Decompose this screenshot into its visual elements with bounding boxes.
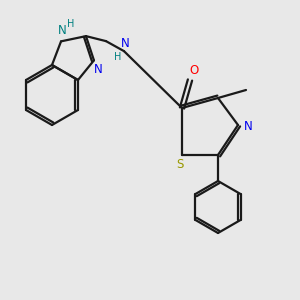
Text: H: H <box>114 52 122 62</box>
Text: N: N <box>94 63 102 76</box>
Text: S: S <box>176 158 184 170</box>
Text: N: N <box>244 121 252 134</box>
Text: O: O <box>189 64 199 77</box>
Text: N: N <box>121 37 129 50</box>
Text: N: N <box>58 24 66 37</box>
Text: H: H <box>67 19 75 29</box>
